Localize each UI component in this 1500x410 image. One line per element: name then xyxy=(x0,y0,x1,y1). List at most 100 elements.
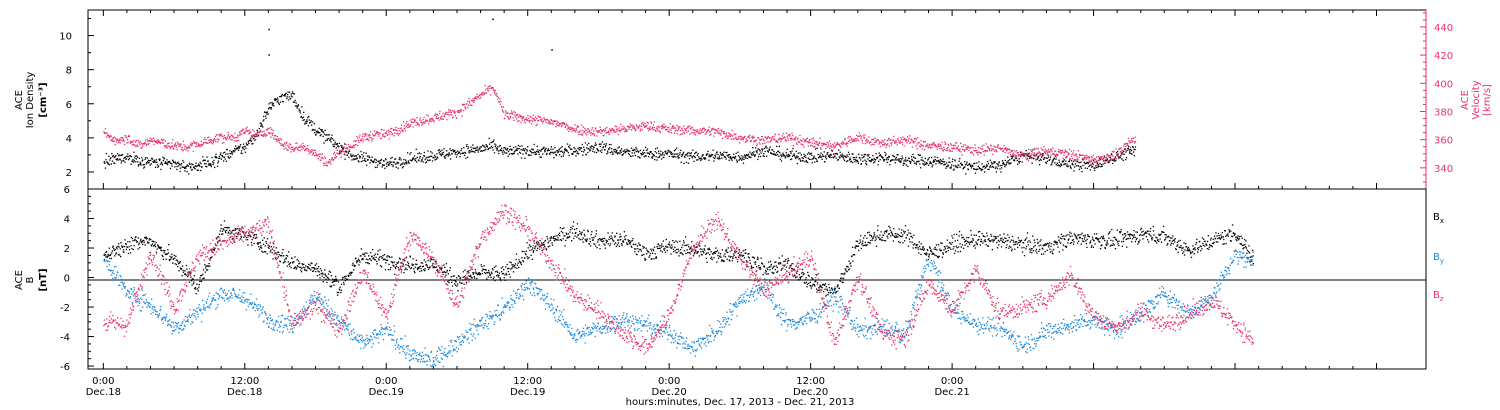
velocity-point xyxy=(1125,149,1127,152)
density-point xyxy=(920,167,922,169)
velocity-point xyxy=(663,127,665,129)
density-point xyxy=(772,153,774,155)
density-point xyxy=(946,165,948,168)
bx-point xyxy=(167,249,169,251)
density-point xyxy=(688,152,690,154)
density-point xyxy=(378,162,381,165)
density-point xyxy=(674,153,676,155)
density-point xyxy=(744,155,746,157)
density-point xyxy=(586,144,588,146)
velocity-point xyxy=(169,146,171,148)
density-point xyxy=(847,151,850,153)
velocity-point xyxy=(740,138,742,141)
velocity-point xyxy=(560,125,563,128)
density-point xyxy=(497,150,500,152)
density-point xyxy=(834,155,836,157)
density-point xyxy=(727,155,729,157)
velocity-point xyxy=(704,128,707,131)
density-point xyxy=(1003,164,1006,166)
density-point xyxy=(1026,158,1029,160)
velocity-point xyxy=(435,113,437,115)
velocity-point xyxy=(885,146,887,149)
bx-point xyxy=(155,241,157,243)
velocity-point xyxy=(211,140,213,142)
velocity-point xyxy=(523,120,526,122)
density-point xyxy=(159,159,161,162)
velocity-point xyxy=(1057,154,1059,156)
density-point xyxy=(523,150,526,152)
velocity-point xyxy=(1100,156,1102,158)
density-point xyxy=(871,158,873,160)
density-point xyxy=(540,150,542,152)
velocity-point xyxy=(671,126,673,128)
velocity-point xyxy=(456,110,458,113)
density-point xyxy=(226,148,228,151)
velocity-point xyxy=(658,125,660,127)
bx-point xyxy=(318,266,320,268)
density-point xyxy=(1088,165,1090,168)
density-point xyxy=(1045,162,1048,164)
velocity-point xyxy=(1133,140,1135,143)
density-point xyxy=(164,162,166,164)
velocity-point xyxy=(769,137,771,139)
velocity-point xyxy=(815,143,817,145)
velocity-point xyxy=(777,141,779,143)
velocity-point xyxy=(132,141,134,143)
density-point xyxy=(973,168,975,170)
density-point xyxy=(526,150,528,152)
density-point xyxy=(515,146,517,148)
velocity-point xyxy=(424,122,426,124)
bx-point xyxy=(237,228,239,230)
density-point xyxy=(929,161,931,163)
density-point xyxy=(815,158,817,160)
density-point xyxy=(958,164,960,166)
density-point xyxy=(474,151,476,153)
density-point xyxy=(1132,151,1135,153)
velocity-point xyxy=(263,130,265,133)
velocity-point xyxy=(830,145,833,147)
velocity-point xyxy=(603,134,605,137)
velocity-point xyxy=(266,134,268,136)
velocity-point xyxy=(450,114,453,116)
density-point xyxy=(199,165,201,167)
velocity-point xyxy=(957,149,960,151)
velocity-point xyxy=(180,148,183,150)
velocity-point xyxy=(463,109,465,112)
velocity-point xyxy=(710,133,712,135)
velocity-point xyxy=(574,124,576,126)
density-point xyxy=(338,146,340,148)
density-point xyxy=(846,160,848,163)
density-point xyxy=(1041,156,1043,158)
density-point xyxy=(434,159,436,161)
velocity-point xyxy=(290,144,292,146)
density-point xyxy=(852,161,854,164)
velocity-point xyxy=(429,119,431,122)
density-point xyxy=(812,158,814,160)
density-point xyxy=(756,152,758,154)
velocity-point xyxy=(1029,153,1031,155)
density-point xyxy=(335,143,337,145)
velocity-point xyxy=(730,138,732,140)
velocity-point xyxy=(383,136,385,138)
density-point xyxy=(995,171,997,173)
velocity-point xyxy=(450,111,452,113)
density-point xyxy=(142,159,144,161)
density-point xyxy=(185,165,187,167)
density-point xyxy=(252,142,254,145)
density-point xyxy=(350,155,353,158)
bx-point xyxy=(206,269,208,271)
density-point xyxy=(786,148,788,150)
bx-point xyxy=(157,244,159,246)
density-point xyxy=(637,156,639,158)
bx-point xyxy=(317,268,319,270)
velocity-point xyxy=(1131,138,1133,140)
density-point xyxy=(617,153,619,155)
velocity-point xyxy=(1116,154,1118,157)
bx-point xyxy=(225,227,227,229)
density-point xyxy=(842,156,844,159)
velocity-point xyxy=(890,142,892,144)
velocity-point xyxy=(1117,154,1119,156)
velocity-point xyxy=(321,153,324,155)
density-point xyxy=(778,155,780,157)
bx-point xyxy=(270,246,272,248)
